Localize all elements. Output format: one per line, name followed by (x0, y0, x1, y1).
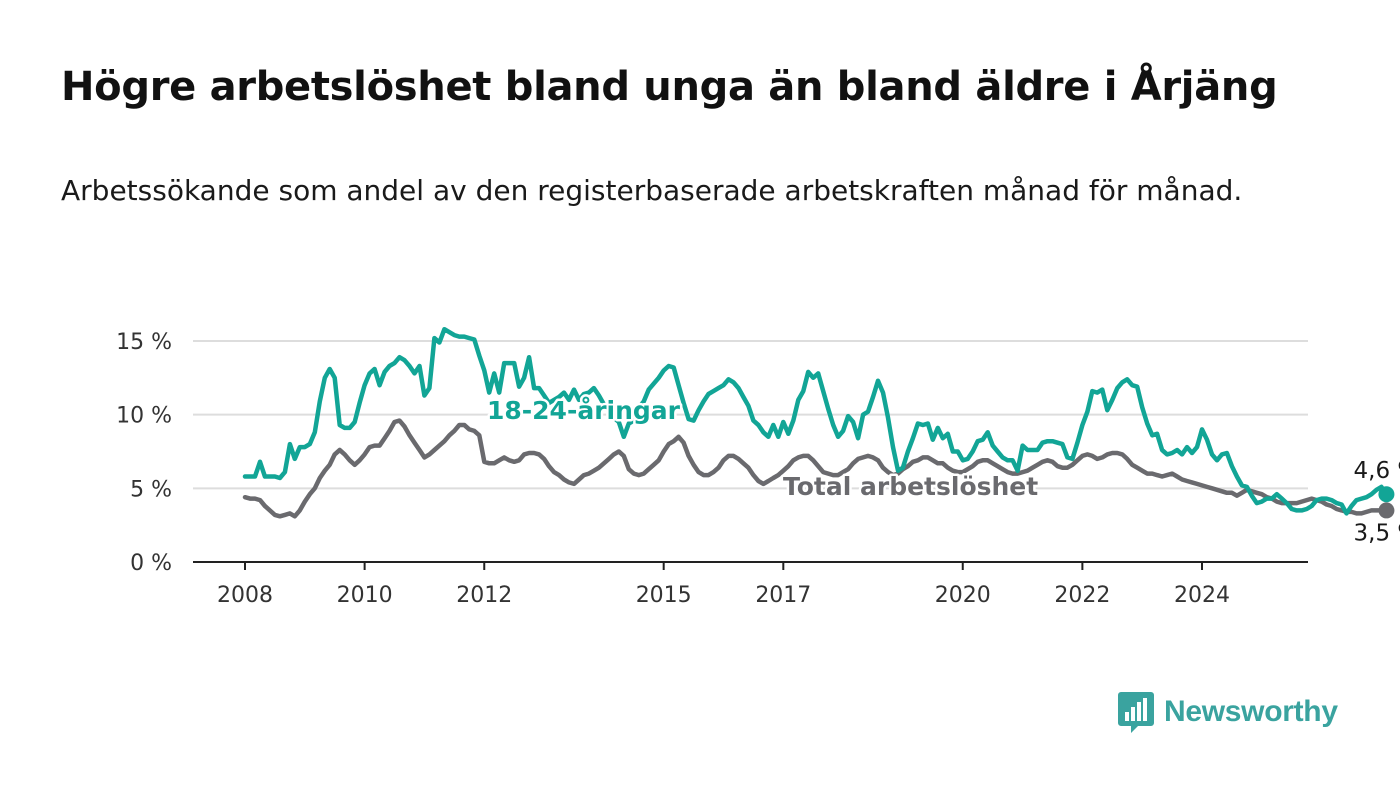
series-label-total: Total arbetslöshet (783, 472, 1038, 501)
y-axis-ticks: 0 % 5 % 10 % 15 % (116, 330, 172, 576)
series-lines (242, 326, 1395, 519)
x-tick-label: 2020 (935, 583, 991, 608)
y-tick-label: 0 % (130, 551, 172, 576)
brand-name: Newsworthy (1164, 695, 1338, 728)
chart-title: Högre arbetslöshet bland unga än bland ä… (61, 64, 1278, 110)
chart-subtitle: Arbetssökande som andel av den registerb… (61, 174, 1243, 207)
bar-chart-logo-icon (1118, 692, 1154, 733)
x-tick-label: 2008 (217, 583, 273, 608)
newsworthy-logo: Newsworthy (1118, 690, 1338, 734)
end-value-total: 3,5 % (1354, 520, 1400, 546)
series-labels: 18-24-åringar Total arbetslöshet 4,6 % 3… (485, 394, 1400, 547)
x-tick-label: 2017 (755, 583, 811, 608)
x-tick-label: 2010 (337, 583, 393, 608)
y-tick-label: 5 % (130, 477, 172, 502)
x-axis-ticks: 2008 2010 2012 2015 2017 2020 2022 2024 (217, 562, 1230, 608)
end-point-youth (1378, 486, 1395, 503)
y-tick-label: 15 % (116, 330, 172, 355)
end-point-total (1378, 502, 1395, 519)
x-tick-label: 2012 (456, 583, 512, 608)
end-value-youth: 4,6 % (1354, 458, 1400, 484)
series-label-youth: 18-24-åringar (487, 396, 681, 425)
x-tick-label: 2024 (1174, 583, 1230, 608)
x-tick-label: 2015 (636, 583, 692, 608)
series-line-youth (242, 326, 1389, 516)
y-tick-label: 10 % (116, 404, 172, 429)
series-line-total (242, 418, 1389, 519)
x-tick-label: 2022 (1054, 583, 1110, 608)
